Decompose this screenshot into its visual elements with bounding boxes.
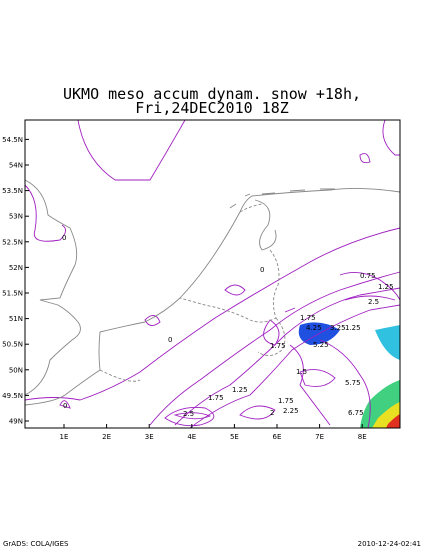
lon-label: 4E — [187, 433, 196, 441]
contour-label: 0 — [260, 266, 264, 274]
lon-label: 6E — [273, 433, 282, 441]
lat-label: 54N — [9, 162, 23, 170]
map-area: 0 0 0 0 0.75 1.25 2.5 1.75 4.25 5.25 3.2… — [24, 119, 401, 429]
title: UKMO meso accum dynam. snow +18h, — [63, 85, 361, 103]
footer-left: GrADS: COLA/IGES — [3, 540, 69, 548]
contour-line — [59, 284, 296, 409]
contour-label: 0 — [62, 234, 66, 242]
contour-label: 0.75 — [360, 272, 376, 280]
island — [229, 188, 335, 209]
contour-label: 1.25 — [378, 283, 394, 291]
contour-label: 6.75 — [348, 409, 364, 417]
contour-fill — [375, 325, 400, 360]
contour-label: 5.25 — [313, 341, 329, 349]
lat-label: 49N — [9, 418, 23, 426]
contour-line — [164, 407, 215, 427]
lon-label: 8E — [358, 433, 367, 441]
contour-label: 1.5 — [296, 368, 307, 376]
lat-label: 53N — [9, 213, 23, 221]
contour-label: 0 — [63, 402, 67, 410]
coastline — [24, 187, 401, 406]
contour-label: 4.25 — [306, 324, 322, 332]
contour-line — [77, 119, 186, 181]
title: Fri,24DEC2010 18Z — [135, 99, 289, 117]
coastline — [24, 179, 81, 396]
contour-line — [24, 184, 66, 242]
contour-line — [24, 227, 401, 401]
contour-line — [189, 304, 401, 429]
contour-label: 2 — [270, 409, 274, 417]
contour-fill — [386, 414, 400, 428]
contour-label: 1.75 — [270, 342, 286, 350]
border — [99, 203, 286, 382]
lon-label: 3E — [145, 433, 154, 441]
lon-label: 1E — [60, 433, 69, 441]
footer-right: 2010-12-24-02:41 — [358, 540, 421, 548]
contour-line — [174, 287, 401, 426]
contour-label: 1.25 — [345, 324, 361, 332]
lat-label: 54.5N — [2, 136, 23, 144]
contour-label: 1.75 — [278, 397, 294, 405]
lon-label: 7E — [315, 433, 324, 441]
lat-label: 52N — [9, 264, 23, 272]
lon-label: 2E — [102, 433, 111, 441]
contour-label: 2.25 — [283, 407, 299, 415]
lat-label: 49.5N — [2, 392, 23, 400]
coastline — [254, 199, 277, 251]
map-frame — [24, 119, 401, 429]
lat-label: 50.5N — [2, 341, 23, 349]
lat-label: 50N — [9, 366, 23, 374]
contour-label: 2.5 — [183, 410, 194, 418]
lon-label: 5E — [230, 433, 239, 441]
lat-label: 51.5N — [2, 290, 23, 298]
contour-label: 0 — [168, 336, 172, 344]
contour-label: 1.75 — [300, 314, 316, 322]
lat-label: 52.5N — [2, 238, 23, 246]
lat-label: 53.5N — [2, 187, 23, 195]
contour-line — [359, 119, 400, 164]
contour-line — [239, 319, 371, 429]
contour-line — [149, 271, 401, 426]
contour-label: 2.5 — [368, 298, 379, 306]
contour-label: 5.75 — [345, 379, 361, 387]
contour-label: 1.25 — [232, 386, 248, 394]
contour-label: 1.75 — [208, 394, 224, 402]
lat-label: 51N — [9, 315, 23, 323]
contour-line — [299, 271, 401, 387]
contour-label: 3.25 — [330, 324, 346, 332]
